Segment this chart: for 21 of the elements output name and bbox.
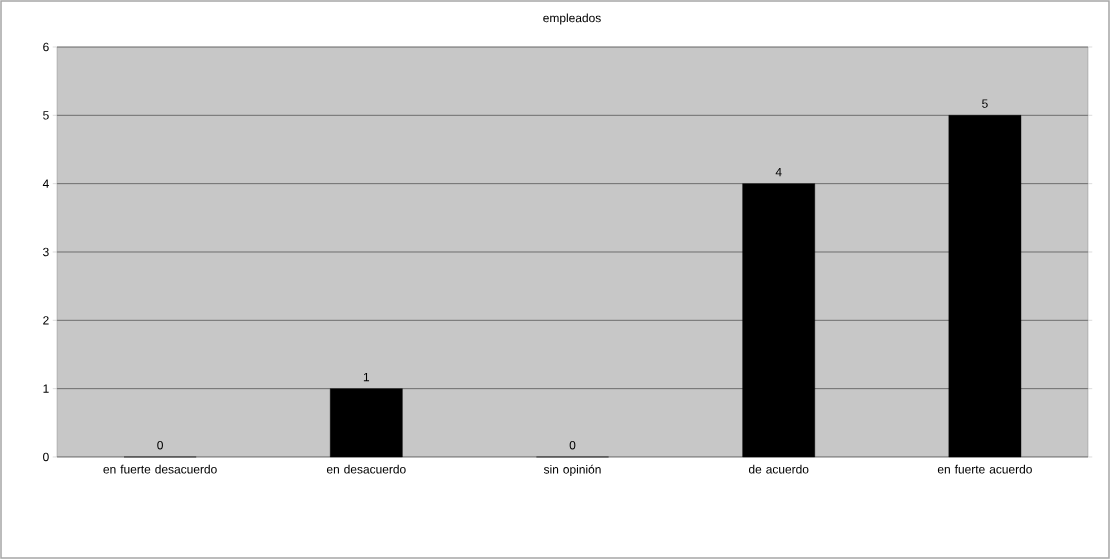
y-tick-label: 1 [43,384,49,393]
data-label: 1 [363,372,370,382]
x-tick-label: en fuerte desacuerdo [103,464,217,474]
y-tick-label: 5 [43,111,49,120]
bar [742,183,815,458]
x-tick-label: sin opinión [543,464,601,477]
y-tick-label: 6 [43,42,49,52]
y-tick-label: 0 [43,452,49,462]
data-label: 0 [569,441,576,450]
y-tick-label: 4 [42,179,49,188]
y-tick-label: 2 [43,316,49,325]
bar [948,115,1022,458]
x-tick-label: de acuerdo [748,464,809,474]
bar [330,388,403,458]
data-label: 0 [157,441,163,450]
y-tick-label: 3 [43,247,49,257]
data-label: 4 [775,167,782,177]
x-tick-label: en fuerte acuerdo [937,464,1032,474]
chart-title: empleados [543,13,601,25]
x-tick-label: en desacuerdo [326,464,406,474]
data-label: 5 [982,99,988,108]
